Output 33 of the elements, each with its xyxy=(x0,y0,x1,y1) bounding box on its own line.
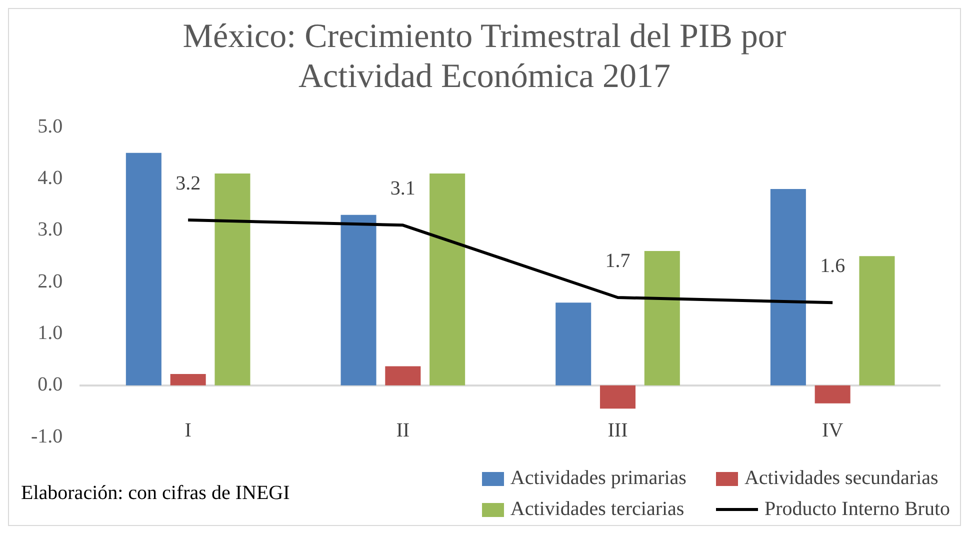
bar xyxy=(126,152,162,386)
bar xyxy=(556,302,592,386)
data-label: 3.2 xyxy=(176,172,201,194)
x-tick-label: I xyxy=(184,420,192,442)
x-tick-label: IV xyxy=(822,420,844,442)
bar xyxy=(814,385,850,404)
data-label: 3.1 xyxy=(390,177,416,200)
text: Elaboración: con cifras de INEGI xyxy=(21,481,291,505)
legend-label: Producto Interno Bruto xyxy=(764,498,950,521)
y-tick-label: 1.0 xyxy=(38,322,63,344)
bar xyxy=(770,189,806,386)
bar xyxy=(644,251,680,386)
bar xyxy=(859,256,895,386)
y-tick-label: -1.0 xyxy=(30,425,63,448)
chart-title: México: Crecimiento Trimestral del PIB por Actividad Económica 2017 xyxy=(182,17,788,97)
y-tick-label: 2.0 xyxy=(38,270,63,292)
y-tick-label: 3.0 xyxy=(38,218,63,241)
data-label: 1.6 xyxy=(820,254,846,277)
bar xyxy=(385,366,421,386)
bar xyxy=(340,214,376,386)
bar xyxy=(170,374,206,386)
bar xyxy=(430,174,466,386)
bar xyxy=(214,174,250,386)
legend-label: Actividades secundarias xyxy=(744,467,938,490)
y-tick-label: 5.0 xyxy=(38,115,63,138)
bar xyxy=(600,385,636,409)
data-label: 1.7 xyxy=(605,250,630,272)
y-tick-label: 0.0 xyxy=(38,374,63,396)
x-tick-label: III xyxy=(608,420,628,442)
legend-label: Actividades terciarias xyxy=(510,498,684,521)
x-tick-label: II xyxy=(396,420,410,442)
y-tick-label: 4.0 xyxy=(38,166,63,189)
legend-label: Actividades primarias xyxy=(510,467,686,490)
